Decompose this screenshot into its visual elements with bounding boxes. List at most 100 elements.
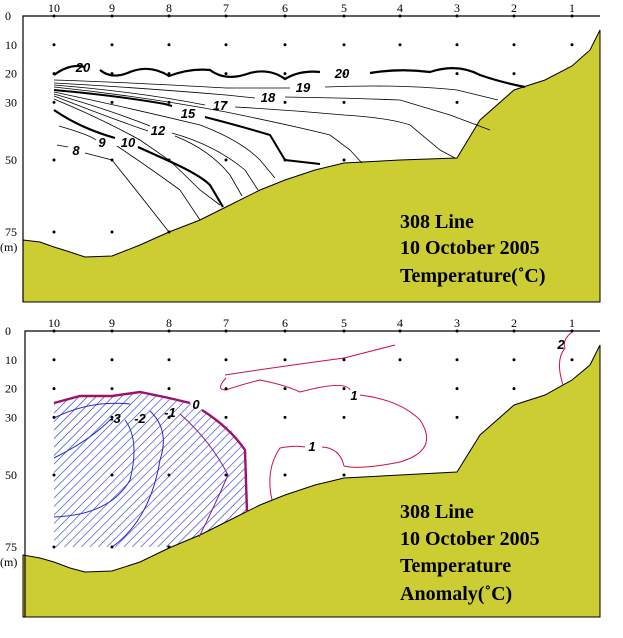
station-tick-label: 3	[454, 1, 460, 15]
depth-tick-label: 75	[5, 540, 17, 554]
station-tick-label: 3	[454, 316, 460, 330]
sample-point	[283, 158, 287, 162]
sample-point	[52, 100, 56, 104]
panel-title-line: 10 October 2005	[400, 528, 540, 550]
sample-point	[224, 72, 228, 76]
contour-label: 19	[296, 80, 311, 95]
contour-2	[559, 331, 573, 386]
sample-point	[52, 158, 56, 162]
sample-point	[110, 358, 114, 362]
depth-tick-label: 20	[5, 382, 17, 396]
sample-point	[224, 158, 228, 162]
contour-label: 20	[75, 60, 91, 75]
sample-point	[224, 387, 228, 391]
sample-point	[52, 72, 56, 76]
sample-point	[455, 329, 459, 333]
contour-14	[53, 91, 276, 179]
sample-point	[167, 14, 171, 18]
sample-point	[342, 72, 346, 76]
seabed	[22, 29, 601, 303]
sample-point	[52, 473, 56, 477]
depth-unit-label: (m)	[0, 240, 17, 254]
station-tick-label: 9	[109, 316, 115, 330]
contour-18	[53, 82, 491, 131]
sample-point	[342, 473, 346, 477]
sample-point	[167, 545, 171, 549]
sample-point	[167, 329, 171, 333]
sample-point	[167, 158, 171, 162]
contour-label: -1	[164, 405, 176, 420]
sample-point	[167, 358, 171, 362]
sample-point	[570, 329, 574, 333]
sample-point	[167, 100, 171, 104]
contour-1-lower	[269, 445, 345, 501]
contour-minus2	[53, 402, 164, 548]
sample-point	[283, 387, 287, 391]
station-tick-label: 1	[569, 316, 575, 330]
station-tick-label: 6	[282, 1, 288, 15]
sample-point	[455, 72, 459, 76]
sample-point	[455, 100, 459, 104]
sample-point	[110, 158, 114, 162]
depth-tick-label: 30	[5, 95, 17, 109]
contour-label: 10	[121, 135, 136, 150]
sample-point	[167, 387, 171, 391]
sample-point	[398, 358, 402, 362]
contour-19	[53, 79, 499, 101]
sample-point	[398, 14, 402, 18]
station-tick-label: 5	[341, 1, 347, 15]
sample-point	[167, 415, 171, 419]
station-tick-label: 6	[282, 316, 288, 330]
contour-15	[53, 89, 321, 165]
contour-label: 8	[72, 143, 80, 158]
sample-point	[512, 72, 516, 76]
seabed	[22, 344, 601, 618]
contour-20	[53, 64, 526, 89]
panel-title-line: 10 October 2005	[400, 237, 540, 259]
sample-point	[283, 100, 287, 104]
axis-frame	[24, 330, 600, 617]
station-tick-label: 8	[166, 1, 172, 15]
contour-0	[53, 390, 249, 513]
sample-point	[398, 43, 402, 47]
contour-12	[53, 95, 243, 197]
contour-label: -3	[109, 411, 121, 426]
contour-13	[53, 93, 259, 191]
sample-point	[52, 387, 56, 391]
contour-label: 1	[308, 439, 315, 454]
sample-point	[167, 72, 171, 76]
sample-point	[342, 329, 346, 333]
sample-point	[283, 473, 287, 477]
anomaly-contours	[53, 331, 573, 548]
station-tick-label: 2	[511, 1, 517, 15]
sample-point	[512, 358, 516, 362]
sample-point	[52, 329, 56, 333]
station-tick-label: 10	[48, 1, 60, 15]
sample-point	[167, 230, 171, 234]
sample-point	[224, 358, 228, 362]
sample-point	[110, 230, 114, 234]
sample-point	[224, 329, 228, 333]
depth-tick-label: 20	[5, 67, 17, 81]
contour-label: 15	[181, 106, 196, 121]
sample-point	[52, 545, 56, 549]
station-tick-label: 10	[48, 316, 60, 330]
contour-label: 0	[192, 397, 200, 412]
sample-point	[283, 415, 287, 419]
sample-point	[512, 329, 516, 333]
depth-tick-label: 75	[5, 225, 17, 239]
sample-point	[570, 14, 574, 18]
sample-point	[570, 43, 574, 47]
axis-frame	[22, 15, 600, 302]
panel-title-line: Anomaly(˚C)	[400, 583, 512, 605]
sample-point	[283, 358, 287, 362]
panel-title-line: 308 Line	[400, 501, 474, 523]
depth-unit-label: (m)	[0, 555, 17, 569]
sample-point	[52, 415, 56, 419]
sample-point	[110, 14, 114, 18]
sample-point	[512, 14, 516, 18]
depth-tick-label: 10	[5, 353, 17, 367]
sample-point	[224, 14, 228, 18]
temperature-contours	[53, 64, 526, 233]
sample-point	[110, 43, 114, 47]
